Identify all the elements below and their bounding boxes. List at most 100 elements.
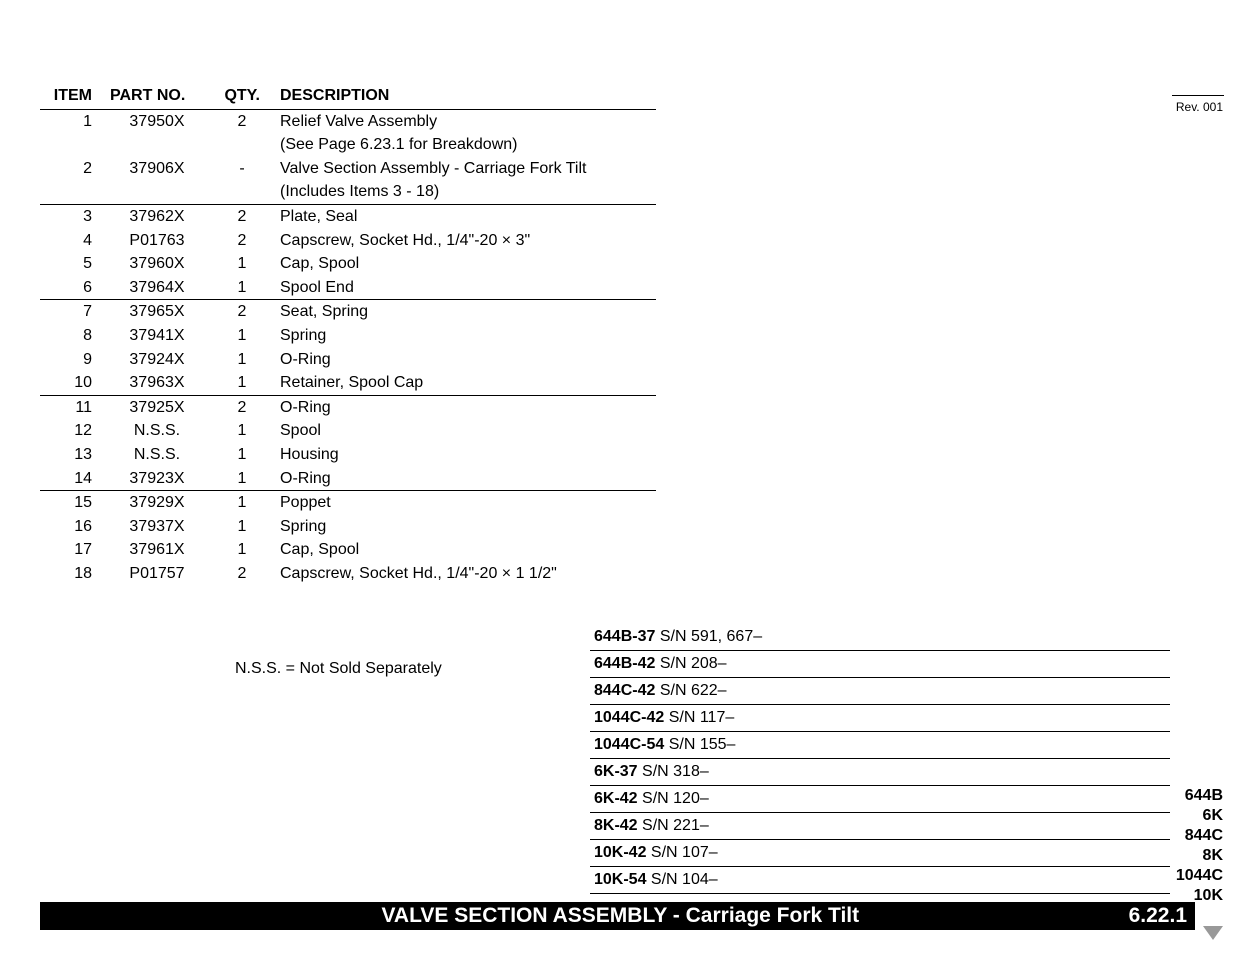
cell-partno: 37906X bbox=[104, 157, 210, 181]
cell-item: 2 bbox=[40, 157, 104, 181]
table-row: 4P017632Capscrew, Socket Hd., 1/4"-20 × … bbox=[40, 229, 656, 253]
serial-number-row: 10K-42 S/N 107– bbox=[590, 840, 1170, 867]
cell-partno: 37963X bbox=[104, 371, 210, 395]
serial-value: S/N 622– bbox=[660, 682, 727, 699]
cell-qty: 2 bbox=[210, 204, 274, 228]
footer-title: VALVE SECTION ASSEMBLY - Carriage Fork T… bbox=[381, 904, 859, 928]
cell-desc: Plate, Seal bbox=[274, 204, 656, 228]
serial-model: 844C-42 bbox=[594, 682, 660, 699]
serial-model: 6K-37 bbox=[594, 763, 642, 780]
cell-qty: 2 bbox=[210, 395, 274, 419]
footer-section: 6.22.1 bbox=[1113, 904, 1187, 928]
serial-model: 10K-42 bbox=[594, 844, 651, 861]
cell-partno: 37950X bbox=[104, 109, 210, 133]
model-item: 644B bbox=[1176, 786, 1223, 806]
cell-item: 10 bbox=[40, 371, 104, 395]
serial-value: S/N 318– bbox=[642, 763, 709, 780]
serial-value: S/N 208– bbox=[660, 655, 727, 672]
cell-partno: 37964X bbox=[104, 276, 210, 300]
cell-qty: 1 bbox=[210, 467, 274, 491]
cell-qty: 1 bbox=[210, 419, 274, 443]
cell-desc: Housing bbox=[274, 443, 656, 467]
cell-desc: Spring bbox=[274, 324, 656, 348]
table-row: (Includes Items 3 - 18) bbox=[40, 180, 656, 204]
cell-qty: 2 bbox=[210, 300, 274, 324]
col-item: ITEM bbox=[40, 85, 104, 109]
model-item: 8K bbox=[1176, 846, 1223, 866]
table-row: 12N.S.S.1Spool bbox=[40, 419, 656, 443]
table-row: 837941X1Spring bbox=[40, 324, 656, 348]
serial-number-list: 644B-37 S/N 591, 667–644B-42 S/N 208–844… bbox=[590, 624, 1170, 894]
cell-partno: 37929X bbox=[104, 491, 210, 515]
cell-desc: Retainer, Spool Cap bbox=[274, 371, 656, 395]
footer-bar: VALVE SECTION ASSEMBLY - Carriage Fork T… bbox=[40, 902, 1195, 930]
cell-qty: 1 bbox=[210, 324, 274, 348]
cell-desc: O-Ring bbox=[274, 467, 656, 491]
serial-number-row: 644B-37 S/N 591, 667– bbox=[590, 624, 1170, 651]
serial-model: 1044C-54 bbox=[594, 736, 669, 753]
cell-qty: 1 bbox=[210, 371, 274, 395]
cell-desc: (Includes Items 3 - 18) bbox=[274, 180, 656, 204]
cell-partno: 37924X bbox=[104, 348, 210, 372]
table-row: 1737961X1Cap, Spool bbox=[40, 538, 656, 562]
cell-desc: O-Ring bbox=[274, 348, 656, 372]
cell-partno: 37941X bbox=[104, 324, 210, 348]
table-row: 1437923X1O-Ring bbox=[40, 467, 656, 491]
cell-qty: 2 bbox=[210, 109, 274, 133]
cell-item: 8 bbox=[40, 324, 104, 348]
cell-item bbox=[40, 133, 104, 157]
cell-partno: 37960X bbox=[104, 252, 210, 276]
cell-item: 4 bbox=[40, 229, 104, 253]
cell-desc: Capscrew, Socket Hd., 1/4"-20 × 1 1/2" bbox=[274, 562, 656, 586]
cell-desc: Valve Section Assembly - Carriage Fork T… bbox=[274, 157, 656, 181]
cell-qty bbox=[210, 180, 274, 204]
cell-qty: 1 bbox=[210, 276, 274, 300]
cell-qty: 1 bbox=[210, 515, 274, 539]
table-row: 637964X1Spool End bbox=[40, 276, 656, 300]
table-row: 1537929X1Poppet bbox=[40, 491, 656, 515]
cell-desc: Seat, Spring bbox=[274, 300, 656, 324]
cell-desc: O-Ring bbox=[274, 395, 656, 419]
table-row: 737965X2Seat, Spring bbox=[40, 300, 656, 324]
serial-number-row: 6K-37 S/N 318– bbox=[590, 759, 1170, 786]
serial-model: 1044C-42 bbox=[594, 709, 669, 726]
cell-desc: Cap, Spool bbox=[274, 252, 656, 276]
cell-item: 14 bbox=[40, 467, 104, 491]
cell-partno bbox=[104, 180, 210, 204]
cell-qty: 1 bbox=[210, 252, 274, 276]
serial-number-row: 1044C-54 S/N 155– bbox=[590, 732, 1170, 759]
serial-value: S/N 155– bbox=[669, 736, 736, 753]
cell-desc: Capscrew, Socket Hd., 1/4"-20 × 3" bbox=[274, 229, 656, 253]
cell-qty: 1 bbox=[210, 348, 274, 372]
model-item: 6K bbox=[1176, 806, 1223, 826]
serial-number-row: 644B-42 S/N 208– bbox=[590, 651, 1170, 678]
cell-partno: P01763 bbox=[104, 229, 210, 253]
parts-table: ITEM PART NO. QTY. DESCRIPTION 137950X2R… bbox=[40, 85, 656, 585]
serial-model: 10K-54 bbox=[594, 871, 651, 888]
serial-model: 644B-42 bbox=[594, 655, 660, 672]
serial-number-row: 10K-54 S/N 104– bbox=[590, 867, 1170, 894]
cell-item: 18 bbox=[40, 562, 104, 586]
cell-partno: 37962X bbox=[104, 204, 210, 228]
table-row: 537960X1Cap, Spool bbox=[40, 252, 656, 276]
cell-qty: 2 bbox=[210, 229, 274, 253]
cell-item: 13 bbox=[40, 443, 104, 467]
col-desc: DESCRIPTION bbox=[274, 85, 656, 109]
cell-item bbox=[40, 180, 104, 204]
cell-partno: 37925X bbox=[104, 395, 210, 419]
cell-qty: 2 bbox=[210, 562, 274, 586]
cell-qty bbox=[210, 133, 274, 157]
model-item: 1044C bbox=[1176, 866, 1223, 886]
serial-value: S/N 120– bbox=[642, 790, 709, 807]
serial-value: S/N 117– bbox=[669, 709, 735, 726]
cell-partno: 37937X bbox=[104, 515, 210, 539]
serial-value: S/N 591, 667– bbox=[660, 628, 762, 645]
cell-partno bbox=[104, 133, 210, 157]
nss-note: N.S.S. = Not Sold Separately bbox=[235, 660, 442, 678]
table-row: 937924X1O-Ring bbox=[40, 348, 656, 372]
serial-model: 6K-42 bbox=[594, 790, 642, 807]
down-triangle-icon bbox=[1203, 926, 1223, 940]
cell-item: 1 bbox=[40, 109, 104, 133]
cell-item: 9 bbox=[40, 348, 104, 372]
cell-item: 5 bbox=[40, 252, 104, 276]
